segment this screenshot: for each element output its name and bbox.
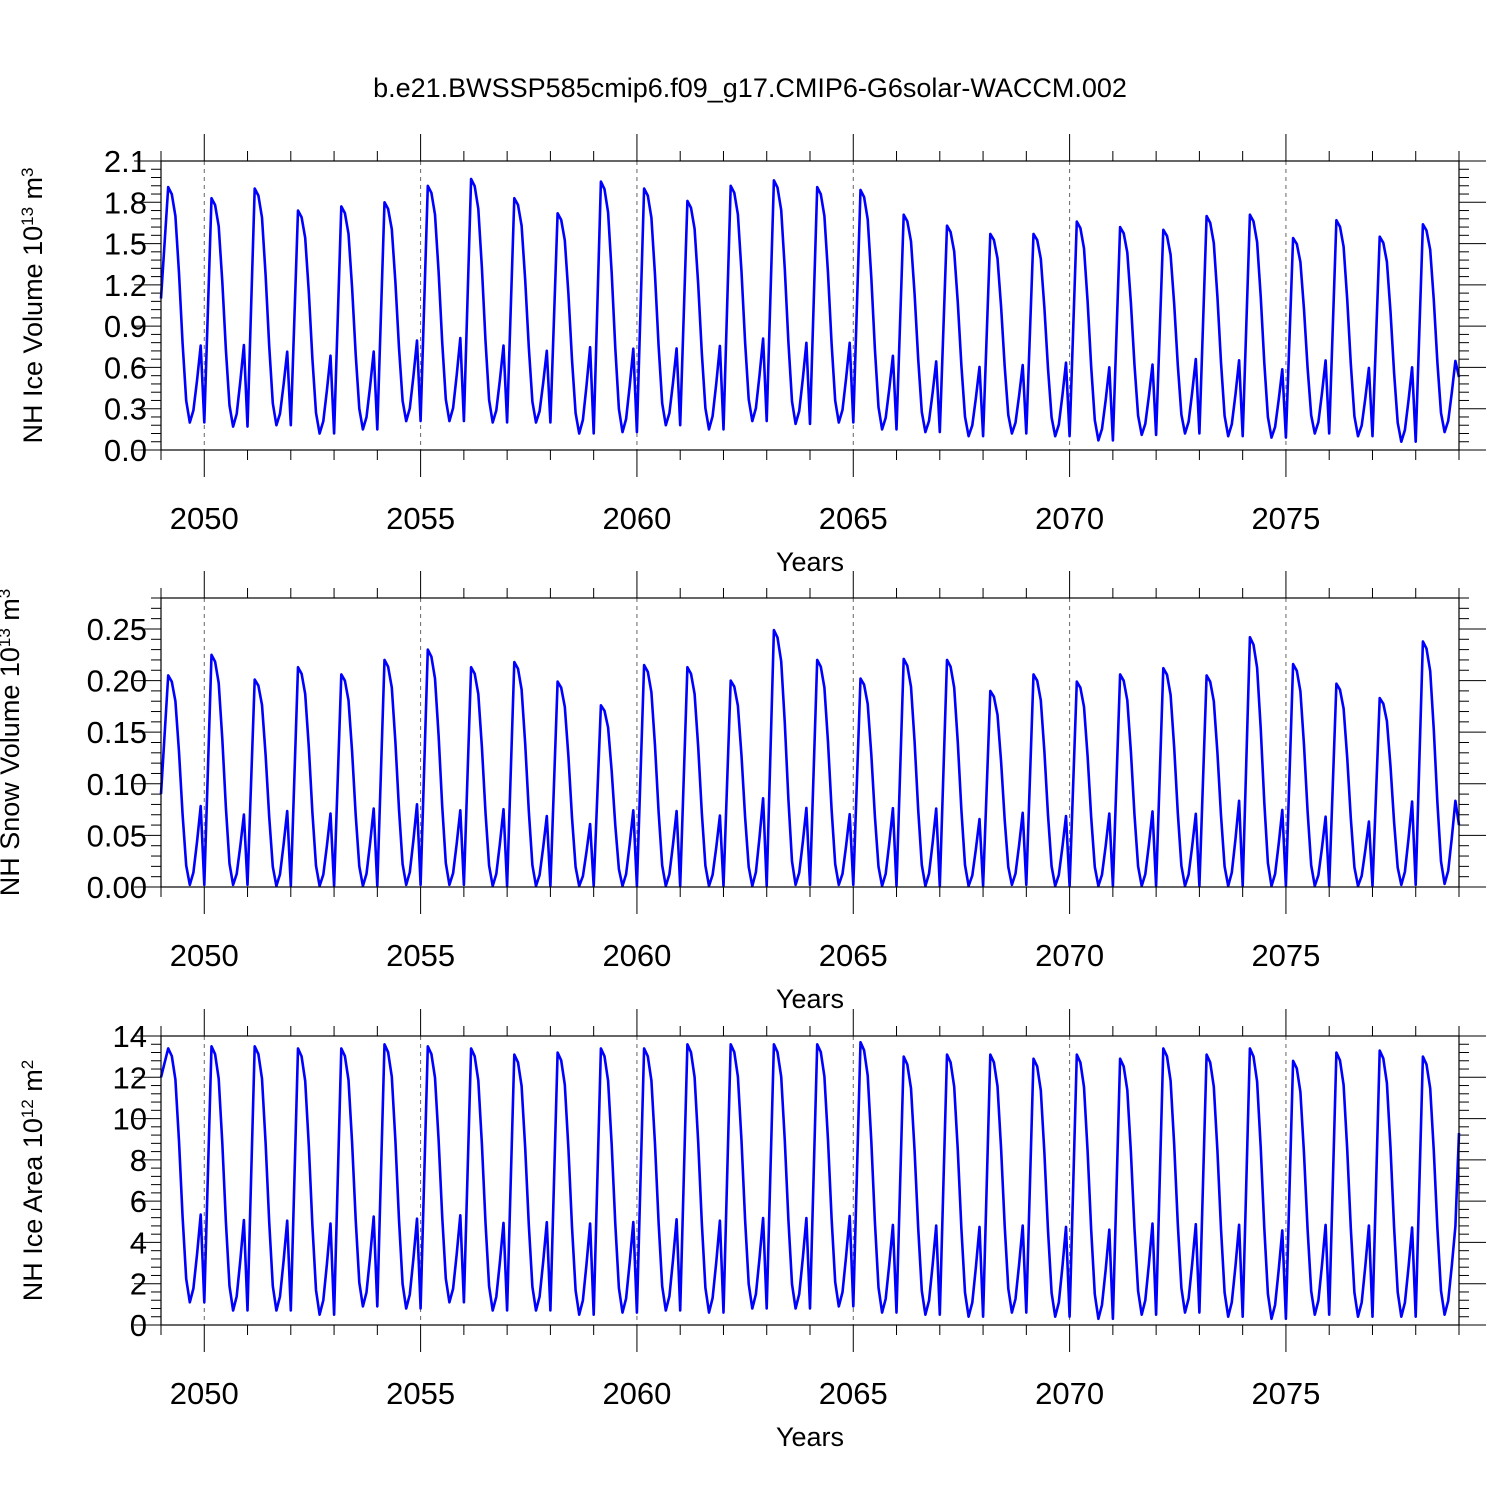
x-tick-label-2060: 2060	[602, 501, 671, 536]
x-tick-label-2060: 2060	[602, 938, 671, 973]
y-tick-label: 10	[113, 1102, 147, 1137]
y-tick-label: 0.15	[87, 715, 147, 750]
x-axis-label: Years	[776, 547, 844, 577]
x-axis-label: Years	[776, 984, 844, 1014]
x-tick-label-2075: 2075	[1251, 938, 1320, 973]
x-axis-label: Years	[776, 1422, 844, 1452]
series-line-snow-volume	[159, 628, 1461, 888]
y-tick-label: 0	[130, 1308, 147, 1343]
y-tick-label: 0.20	[87, 664, 147, 699]
y-axis-label: NH Ice Area 1012 m2	[18, 1060, 49, 1301]
plot-frame	[160, 160, 1460, 451]
series-line-ice-area	[159, 1040, 1461, 1321]
x-tick-label-2050: 2050	[170, 1376, 239, 1411]
y-tick-label: 2.1	[104, 144, 147, 179]
y-tick-label: 14	[113, 1019, 147, 1054]
x-tick-label-2070: 2070	[1035, 501, 1104, 536]
y-tick-label: 0.3	[104, 392, 147, 427]
y-tick-label: 0.10	[87, 767, 147, 802]
x-tick-label-2070: 2070	[1035, 938, 1104, 973]
x-tick-label-2050: 2050	[170, 938, 239, 973]
y-tick-label: 0.00	[87, 870, 147, 905]
y-tick-label: 0.0	[104, 433, 147, 468]
chart-title: b.e21.BWSSP585cmip6.f09_g17.CMIP6-G6sola…	[373, 73, 1127, 103]
y-tick-label: 0.05	[87, 818, 147, 853]
x-tick-label-2075: 2075	[1251, 1376, 1320, 1411]
y-tick-label: 6	[130, 1184, 147, 1219]
y-tick-label: 0.25	[87, 612, 147, 647]
x-tick-label-2075: 2075	[1251, 501, 1320, 536]
panel-snow-volume: 0.00 0.05 0.10 0.15 0.20 0.25 2050 2055 2060 2065…	[0, 571, 1486, 1014]
x-tick-label-2055: 2055	[386, 938, 455, 973]
y-tick-label: 1.5	[104, 227, 147, 262]
y-tick-label: 4	[130, 1225, 147, 1260]
x-tick-label-2050: 2050	[170, 501, 239, 536]
plot-frame	[160, 1035, 1460, 1326]
plot-frame	[160, 597, 1460, 888]
y-tick-label: 0.9	[104, 309, 147, 344]
x-tick-label-2055: 2055	[386, 501, 455, 536]
y-tick-label: 1.2	[104, 268, 147, 303]
x-tick-label-2065: 2065	[819, 938, 888, 973]
y-tick-label: 1.8	[104, 185, 147, 220]
y-tick-label: 8	[130, 1143, 147, 1178]
panel-ice-area: 0 2 4 6 8 10 12 14 2050 2055 2060 2065 2070 2075 Years…	[18, 1009, 1486, 1452]
y-axis-label: NH Ice Volume 1013 m3	[18, 168, 49, 444]
x-tick-label-2055: 2055	[386, 1376, 455, 1411]
y-tick-label: 2	[130, 1267, 147, 1302]
y-tick-label: 0.6	[104, 350, 147, 385]
series-line-ice-volume	[159, 177, 1461, 443]
y-axis-label: NH Snow Volume 1013 m3	[0, 589, 25, 897]
panel-ice-volume: 0.0 0.3 0.6 0.9 1.2 1.5 1.8 2.1 2050 2055 2060 2065…	[18, 134, 1486, 577]
x-tick-label-2070: 2070	[1035, 1376, 1104, 1411]
y-tick-label: 12	[113, 1060, 147, 1095]
x-tick-label-2065: 2065	[819, 1376, 888, 1411]
x-tick-label-2060: 2060	[602, 1376, 671, 1411]
x-tick-label-2065: 2065	[819, 501, 888, 536]
